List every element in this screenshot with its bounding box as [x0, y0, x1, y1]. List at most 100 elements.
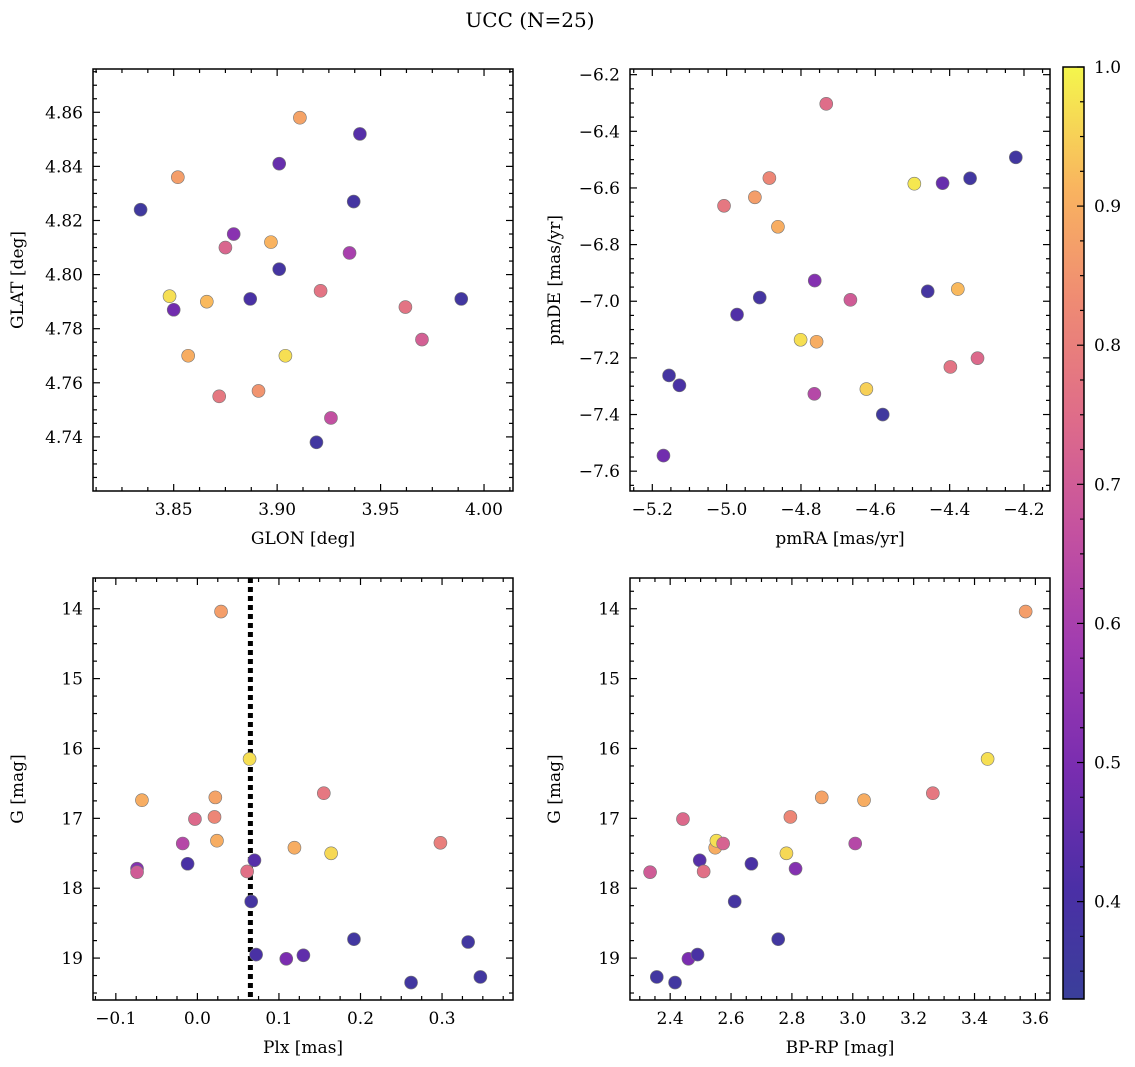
y-tick-label: 16	[61, 739, 83, 759]
scatter-point	[807, 387, 822, 401]
scatter-point	[212, 389, 227, 404]
y-tick-label: 19	[61, 949, 83, 969]
scatter-point	[814, 790, 829, 805]
colorbar-gradient	[1062, 66, 1085, 1000]
y-axis-label: GLAT [deg]	[8, 231, 28, 329]
scatter-point	[175, 836, 190, 851]
scatter-point	[788, 861, 803, 876]
y-tick-label: 17	[598, 809, 620, 829]
scatter-point	[180, 856, 195, 871]
scatter-point	[1018, 604, 1033, 619]
y-tick-label: 18	[61, 879, 83, 899]
scatter-point	[293, 110, 307, 125]
y-tick-label: −6.8	[579, 236, 620, 256]
scatter-point	[166, 302, 181, 317]
scatter-point	[218, 240, 233, 255]
scatter-point	[162, 289, 177, 304]
scatter-point	[668, 975, 682, 990]
scatter-point	[247, 853, 262, 868]
scatter-point	[744, 856, 759, 871]
scatter-point	[171, 170, 185, 185]
y-tick-label: 19	[598, 949, 620, 969]
scatter-point	[249, 947, 263, 962]
scatter-point	[199, 294, 214, 309]
y-tick-label: 17	[61, 809, 83, 829]
x-tick-label: −4.6	[855, 500, 896, 520]
scatter-point	[454, 292, 469, 306]
x-tick-label: −4.2	[1003, 500, 1044, 520]
y-tick-label: 18	[598, 879, 620, 899]
scatter-point	[415, 332, 429, 347]
scatter-point	[935, 176, 950, 190]
scatter-point	[207, 810, 222, 824]
scatter-point	[214, 604, 228, 619]
y-tick-label: −6.4	[579, 122, 620, 142]
x-tick-label: 0.2	[347, 1009, 374, 1029]
scatter-point	[783, 810, 798, 824]
scatter-point	[771, 219, 785, 234]
scatter-point	[649, 970, 664, 984]
scatter-point	[243, 292, 258, 306]
y-tick-label: −6.6	[579, 179, 620, 199]
scatter-point	[717, 198, 731, 213]
scatter-point	[272, 156, 287, 171]
x-tick-label: 2.4	[657, 1009, 684, 1029]
x-tick-label: −0.1	[95, 1009, 136, 1029]
x-tick-label: −4.4	[929, 500, 970, 520]
plot-frame	[629, 68, 1051, 492]
scatter-point	[346, 194, 361, 209]
x-axis-label: BP-RP [mag]	[786, 1038, 895, 1058]
colorbar-tick-label: 0.7	[1094, 475, 1121, 495]
scatter-point	[130, 865, 144, 879]
scatter-point	[264, 235, 278, 249]
scatter-point	[242, 752, 257, 766]
x-tick-label: 0.3	[429, 1009, 456, 1029]
scatter-point	[353, 127, 367, 141]
scatter-point	[433, 835, 448, 850]
y-tick-label: 4.78	[45, 320, 83, 340]
scatter-point	[324, 846, 338, 861]
scatter-point	[135, 793, 149, 807]
scatter-point	[398, 300, 413, 314]
scatter-point	[244, 894, 259, 909]
x-axis-label: pmRA [mas/yr]	[775, 529, 904, 549]
scatter-point	[296, 948, 311, 963]
scatter-point	[696, 864, 711, 879]
scatter-point	[461, 935, 475, 949]
scatter-point	[690, 947, 705, 962]
x-tick-label: 3.6	[1022, 1009, 1049, 1029]
scatter-point	[316, 786, 331, 800]
x-axis-label: GLON [deg]	[251, 529, 355, 549]
scatter-point	[859, 382, 874, 396]
scatter-point	[875, 407, 890, 422]
scatter-point	[951, 282, 965, 296]
scatter-point	[278, 348, 293, 363]
y-tick-label: −6.2	[579, 66, 620, 86]
y-tick-label: 4.76	[45, 374, 83, 394]
x-tick-label: 3.4	[961, 1009, 988, 1029]
x-axis-label: Plx [mas]	[263, 1038, 343, 1058]
scatter-point	[279, 951, 294, 966]
colorbar: 0.4 0.5 0.6 0.7 0.8 0.9 1.0	[1062, 58, 1121, 1000]
colorbar-tick-label: 1.0	[1094, 58, 1121, 78]
y-tick-label: −7.4	[579, 406, 620, 426]
y-tick-label: 4.74	[45, 428, 83, 448]
scatter-point	[208, 790, 223, 805]
scatter-point	[251, 384, 266, 398]
scatter-point	[347, 932, 361, 947]
scatter-point	[727, 894, 742, 909]
scatter-point	[980, 752, 995, 766]
scatter-point	[133, 202, 148, 217]
x-tick-label: 3.85	[155, 500, 193, 520]
scatter-point	[793, 332, 808, 347]
y-tick-label: −7.2	[579, 349, 620, 369]
x-tick-label: 3.95	[362, 500, 400, 520]
y-tick-label: 4.84	[45, 157, 83, 177]
scatter-point	[752, 290, 767, 305]
scatter-point	[857, 793, 871, 807]
x-tick-label: −5.0	[706, 500, 747, 520]
colorbar-tick-label: 0.4	[1094, 893, 1121, 913]
colorbar-tick-label: 0.5	[1094, 754, 1121, 774]
colorbar-tick-label: 0.9	[1094, 197, 1121, 217]
